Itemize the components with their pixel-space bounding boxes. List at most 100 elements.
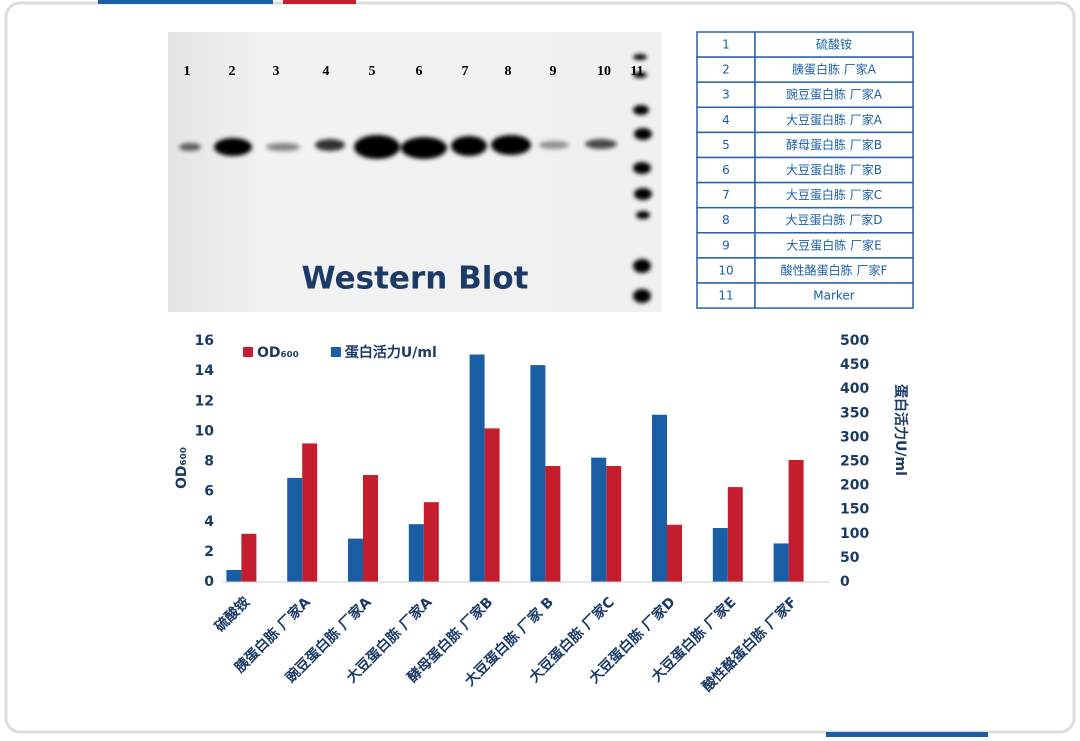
bar [788,459,804,582]
y-tick-label: 4 [204,514,214,530]
western-blot: Western Blot 1 2 3 4 5 6 7 8 9 10 11 [168,32,662,312]
table-cell [754,282,914,309]
y2-axis-label: 蛋白活力U/ml [892,384,909,476]
bar [652,414,667,582]
table-text: 3 [722,88,730,102]
accent-bar [826,732,988,737]
y2-tick-label: 250 [840,454,869,470]
y-tick-label: 14 [195,363,215,379]
table-cell [754,106,914,134]
table-text: 大豆蛋白胨 厂家C [786,187,882,202]
y2-tick-label: 350 [840,405,869,421]
table-text: 硫酸铵 [816,37,852,52]
table-cell [696,106,756,134]
accent-bar [283,0,356,4]
table-text: 豌豆蛋白胨 厂家A [786,87,883,102]
lane-label: 8 [505,64,512,79]
bar [363,475,378,582]
y2-tick-label: 500 [840,333,869,349]
table-cell [754,156,914,184]
table-text: 胰蛋白胨 厂家A [792,62,877,77]
table-text: 10 [718,263,733,277]
y-tick-label: 16 [195,333,214,349]
bar [484,428,500,582]
accent-bar [98,0,273,4]
bar [712,528,728,582]
table-text: 11 [718,289,733,303]
bar [773,543,789,582]
lane-label: 11 [630,64,643,79]
table-cell [754,81,914,109]
legend-swatch [243,347,253,357]
y-tick-label: 0 [204,574,214,590]
y-tick-label: 10 [195,423,215,439]
y-axis-label: OD₆₀₀ [174,447,190,489]
table-cell [696,181,756,209]
y2-tick-label: 0 [840,574,850,590]
y2-tick-label: 450 [840,357,869,373]
table-cell [696,282,756,309]
y2-tick-label: 50 [840,550,860,566]
blot-title: Western Blot [302,261,529,297]
y2-tick-label: 100 [840,526,869,542]
table-cell [754,206,914,234]
table-text: 9 [722,238,730,252]
table-cell [754,257,914,284]
table-text: 酸性酪蛋白胨 厂家F [781,262,888,277]
table-cell [696,131,756,159]
table-text: 大豆蛋白胨 厂家A [786,112,883,127]
lane-label: 7 [462,64,469,79]
y2-tick-label: 400 [840,381,869,397]
lane-label: 9 [550,64,557,79]
bar [302,443,318,582]
table-text: 4 [722,113,730,127]
table-text: 酵母蛋白胨 厂家B [786,137,882,152]
table-cell [754,56,914,83]
table-text: 6 [722,163,730,177]
table-cell [754,31,914,58]
legend-label: 蛋白活力U/ml [345,344,437,361]
bar [423,502,439,582]
bar [606,466,622,582]
lane-label: 5 [369,64,376,79]
y-tick-label: 2 [204,544,214,560]
y-tick-label: 8 [204,454,214,470]
table-text: 大豆蛋白胨 厂家B [786,162,882,177]
bar [530,365,546,582]
bar [348,538,363,582]
table-text: 1 [722,38,730,52]
y2-tick-label: 300 [840,429,869,445]
lane-label: 2 [229,64,236,79]
table-cell [754,131,914,159]
table-text: 大豆蛋白胨 厂家D [785,212,882,227]
bar [469,354,485,582]
table-cell [696,156,756,184]
legend-label: OD₆₀₀ [257,345,299,361]
lane-label: 6 [416,64,423,79]
table-text: 8 [722,213,730,227]
bands [179,54,652,303]
legend-table: 1 硫酸铵 2 胰蛋白胨 厂家A 3 豌豆蛋白胨 厂家A 4 大豆蛋白胨 厂家A 5 酵母蛋白胨 … [696,31,914,309]
bar [727,487,743,582]
bar [408,524,424,582]
table-cell [696,232,756,259]
lane-label: 4 [323,64,330,79]
table-text: 大豆蛋白胨 厂家E [786,237,881,252]
legend-swatch [330,347,341,357]
bar [591,457,607,582]
table-text: 2 [722,63,730,77]
table-text: Marker [813,289,855,303]
bar [241,533,257,582]
bar [667,524,682,582]
lane-label: 10 [597,64,611,79]
table-text: 5 [722,138,730,152]
bar [545,466,561,582]
table-cell [754,232,914,259]
bar [226,569,242,582]
lane-label: 1 [184,64,191,79]
bar [287,477,303,582]
y-tick-label: 12 [195,393,214,409]
blot-bg [168,32,662,312]
y-tick-label: 6 [204,484,214,500]
